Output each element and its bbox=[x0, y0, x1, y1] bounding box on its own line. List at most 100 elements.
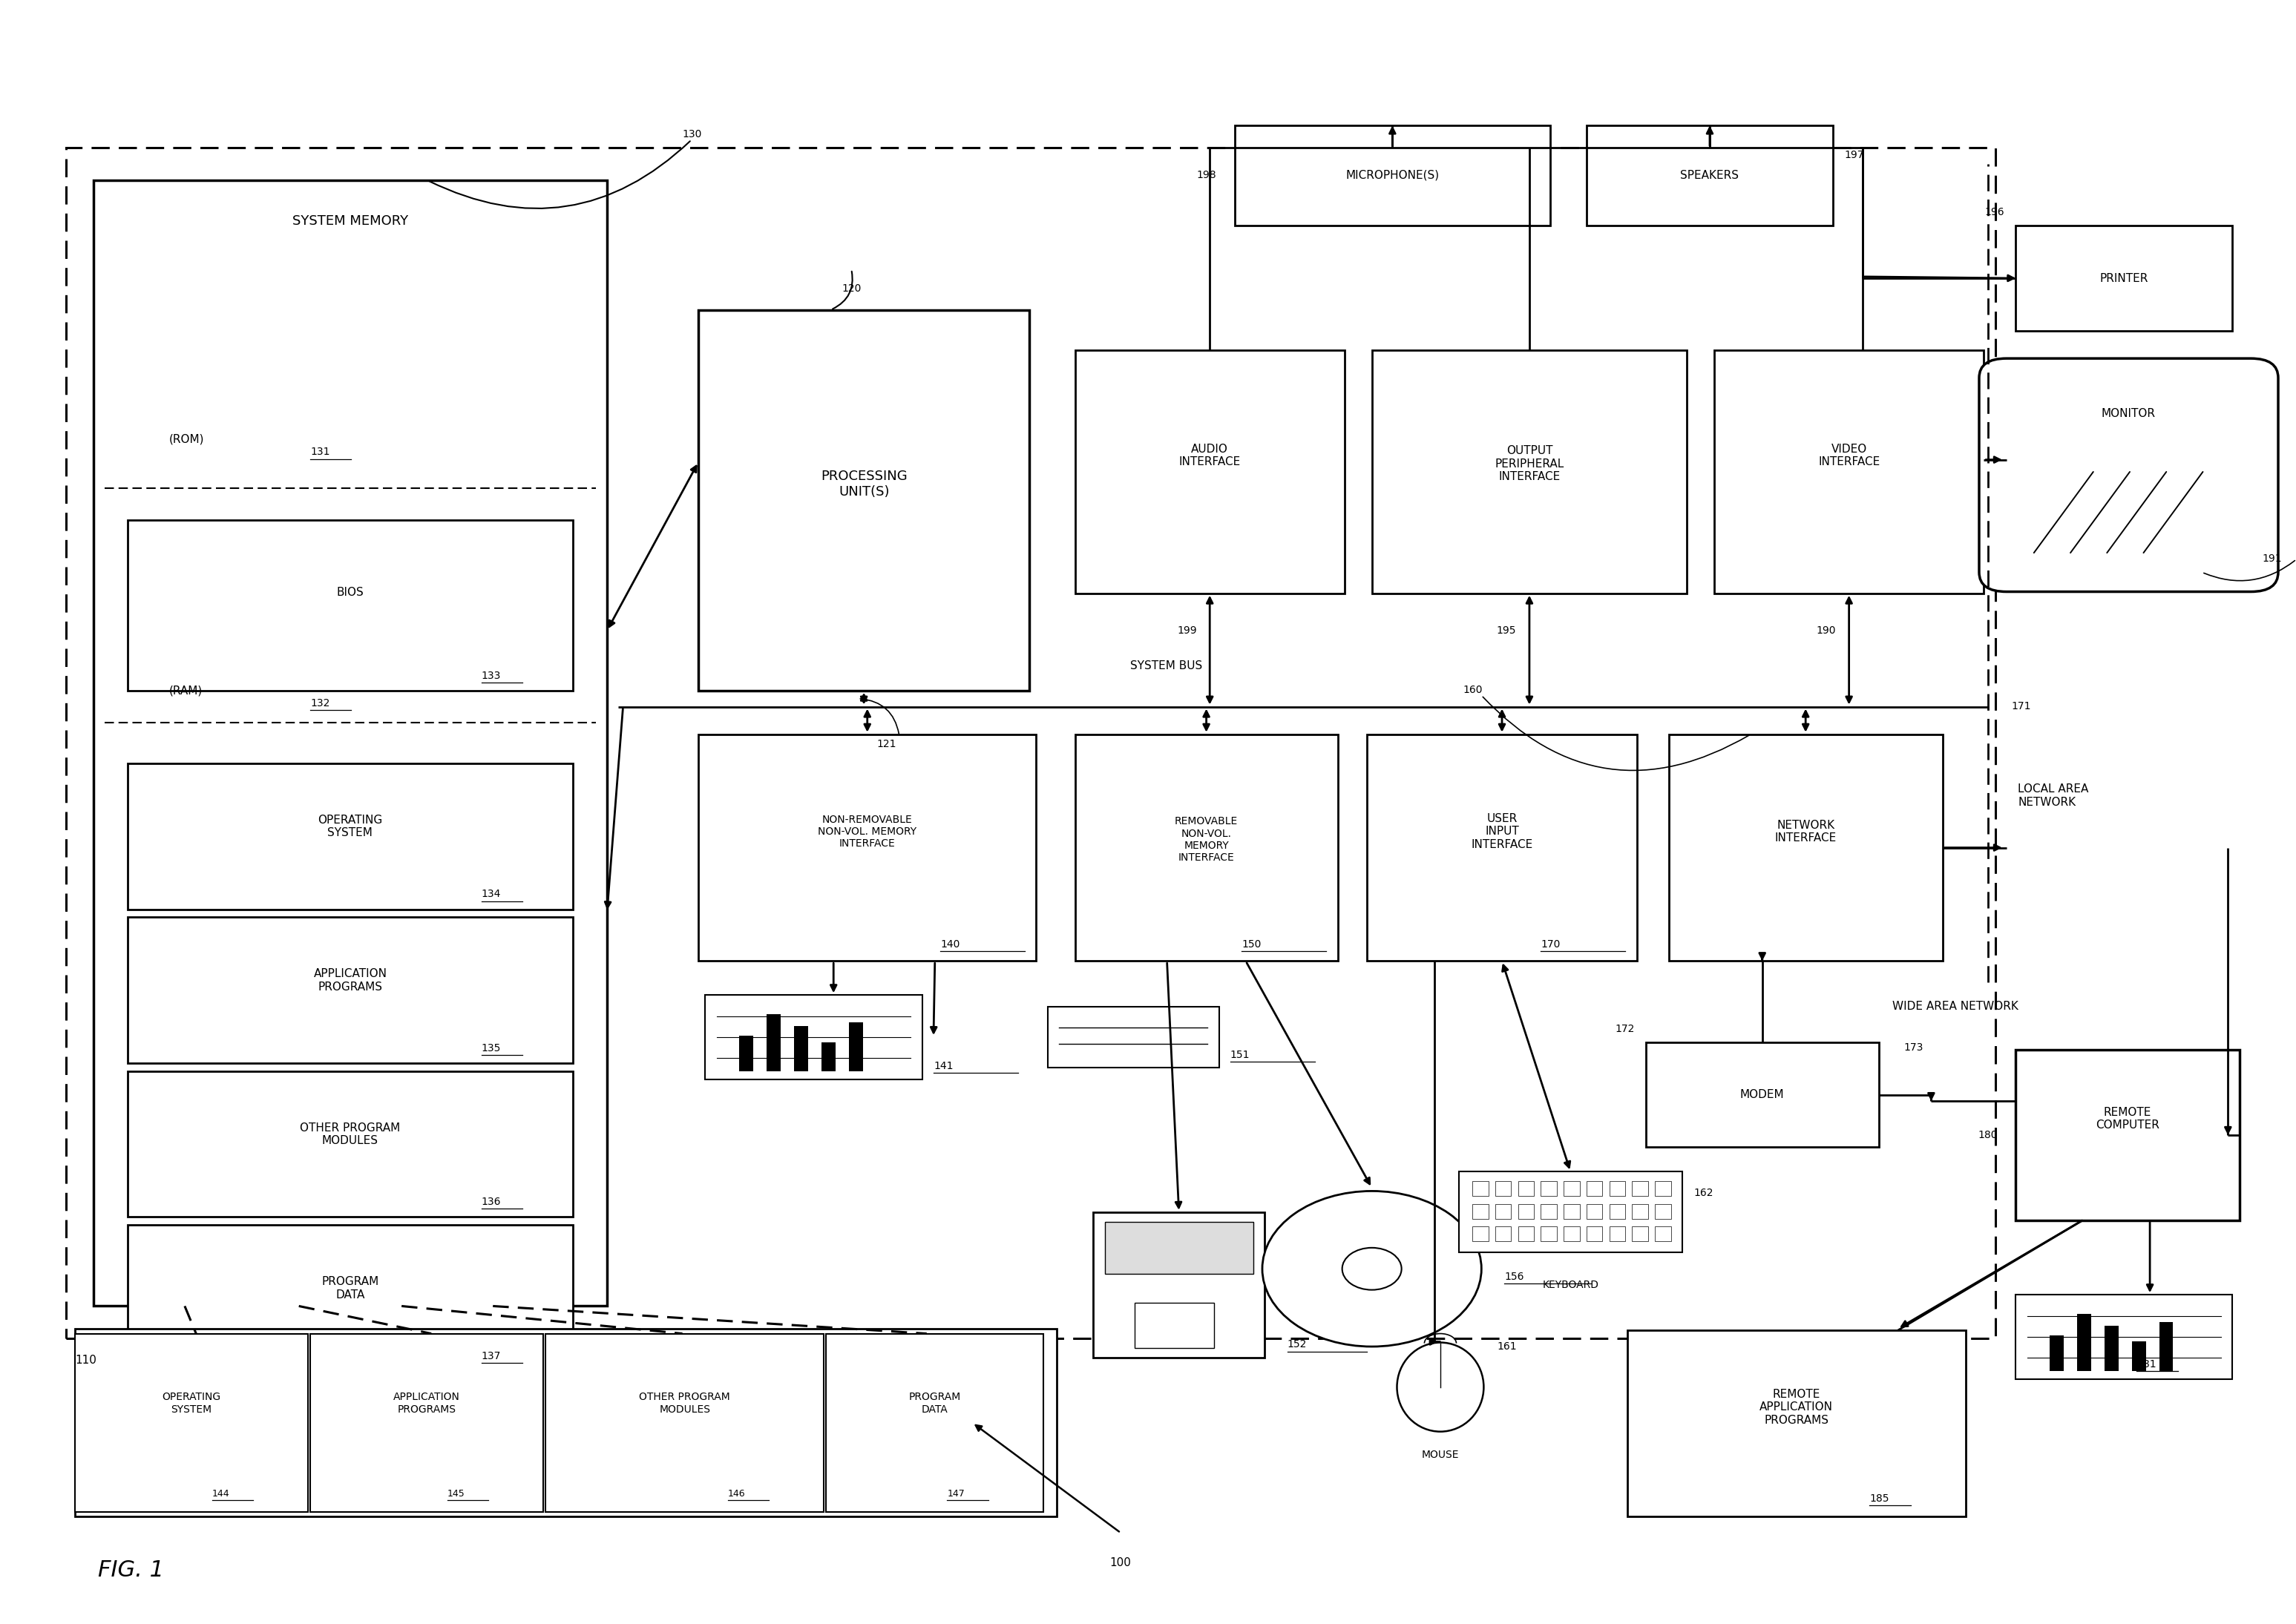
FancyBboxPatch shape bbox=[1458, 1171, 1683, 1252]
FancyBboxPatch shape bbox=[1518, 1203, 1534, 1218]
Bar bbox=[739, 1036, 753, 1072]
FancyBboxPatch shape bbox=[1541, 1203, 1557, 1218]
Text: REMOTE
COMPUTER: REMOTE COMPUTER bbox=[2096, 1108, 2158, 1130]
Bar bbox=[2133, 1341, 2147, 1371]
Text: PROGRAM
DATA: PROGRAM DATA bbox=[909, 1392, 960, 1415]
FancyBboxPatch shape bbox=[1979, 359, 2278, 591]
Text: OUTPUT
PERIPHERAL
INTERFACE: OUTPUT PERIPHERAL INTERFACE bbox=[1495, 445, 1564, 482]
FancyBboxPatch shape bbox=[94, 180, 606, 1306]
Circle shape bbox=[1343, 1247, 1401, 1289]
Bar bbox=[822, 1043, 836, 1072]
FancyBboxPatch shape bbox=[1632, 1226, 1649, 1241]
Text: LOCAL AREA
NETWORK: LOCAL AREA NETWORK bbox=[2018, 784, 2089, 807]
Text: 150: 150 bbox=[1242, 939, 1261, 950]
FancyBboxPatch shape bbox=[1655, 1226, 1671, 1241]
FancyBboxPatch shape bbox=[1609, 1181, 1626, 1195]
FancyBboxPatch shape bbox=[76, 1328, 1056, 1517]
Text: OTHER PROGRAM
MODULES: OTHER PROGRAM MODULES bbox=[301, 1122, 400, 1147]
Text: SYSTEM MEMORY: SYSTEM MEMORY bbox=[292, 214, 409, 227]
Text: 146: 146 bbox=[728, 1489, 746, 1499]
Circle shape bbox=[1263, 1190, 1481, 1346]
Text: VIDEO
INTERFACE: VIDEO INTERFACE bbox=[1818, 443, 1880, 468]
Text: 195: 195 bbox=[1497, 625, 1515, 637]
Text: REMOTE
APPLICATION
PROGRAMS: REMOTE APPLICATION PROGRAMS bbox=[1759, 1389, 1832, 1426]
Text: 120: 120 bbox=[843, 283, 861, 294]
Text: MICROPHONE(S): MICROPHONE(S) bbox=[1345, 171, 1440, 180]
FancyBboxPatch shape bbox=[1075, 734, 1339, 961]
FancyBboxPatch shape bbox=[546, 1333, 824, 1512]
FancyBboxPatch shape bbox=[1495, 1203, 1511, 1218]
FancyBboxPatch shape bbox=[698, 310, 1029, 690]
FancyBboxPatch shape bbox=[1632, 1181, 1649, 1195]
FancyBboxPatch shape bbox=[1495, 1181, 1511, 1195]
FancyBboxPatch shape bbox=[129, 763, 572, 909]
Text: 110: 110 bbox=[76, 1354, 96, 1366]
FancyBboxPatch shape bbox=[1632, 1203, 1649, 1218]
Text: 185: 185 bbox=[1869, 1494, 1890, 1504]
FancyBboxPatch shape bbox=[1093, 1212, 1265, 1358]
Text: APPLICATION
PROGRAMS: APPLICATION PROGRAMS bbox=[315, 968, 388, 992]
Text: 140: 140 bbox=[941, 939, 960, 950]
Text: SYSTEM BUS: SYSTEM BUS bbox=[1130, 661, 1203, 672]
Text: NON-REMOVABLE
NON-VOL. MEMORY
INTERFACE: NON-REMOVABLE NON-VOL. MEMORY INTERFACE bbox=[817, 814, 916, 849]
Text: OTHER PROGRAM
MODULES: OTHER PROGRAM MODULES bbox=[638, 1392, 730, 1415]
FancyBboxPatch shape bbox=[310, 1333, 544, 1512]
Bar bbox=[850, 1023, 863, 1072]
FancyBboxPatch shape bbox=[1518, 1181, 1534, 1195]
Text: 173: 173 bbox=[1903, 1043, 1924, 1052]
Ellipse shape bbox=[1396, 1343, 1483, 1432]
FancyBboxPatch shape bbox=[1368, 734, 1637, 961]
Bar bbox=[767, 1015, 781, 1072]
Text: KEYBOARD: KEYBOARD bbox=[1543, 1280, 1598, 1289]
FancyBboxPatch shape bbox=[1715, 351, 1984, 593]
Text: 191: 191 bbox=[2262, 554, 2282, 564]
FancyBboxPatch shape bbox=[1472, 1181, 1488, 1195]
FancyBboxPatch shape bbox=[698, 734, 1035, 961]
Text: OPERATING
SYSTEM: OPERATING SYSTEM bbox=[317, 815, 383, 838]
FancyBboxPatch shape bbox=[129, 1072, 572, 1216]
FancyBboxPatch shape bbox=[76, 1333, 308, 1512]
Text: AUDIO
INTERFACE: AUDIO INTERFACE bbox=[1178, 443, 1240, 468]
Text: PROCESSING
UNIT(S): PROCESSING UNIT(S) bbox=[820, 469, 907, 499]
Text: APPLICATION
PROGRAMS: APPLICATION PROGRAMS bbox=[393, 1392, 459, 1415]
Text: SPEAKERS: SPEAKERS bbox=[1681, 171, 1738, 180]
Text: 133: 133 bbox=[482, 671, 501, 680]
Text: 131: 131 bbox=[310, 447, 331, 458]
Bar bbox=[2078, 1314, 2092, 1371]
FancyBboxPatch shape bbox=[129, 1224, 572, 1371]
Text: FIG. 1: FIG. 1 bbox=[99, 1559, 163, 1580]
FancyBboxPatch shape bbox=[705, 996, 923, 1080]
Text: 172: 172 bbox=[1614, 1023, 1635, 1034]
Text: USER
INPUT
INTERFACE: USER INPUT INTERFACE bbox=[1472, 814, 1534, 849]
FancyBboxPatch shape bbox=[1609, 1203, 1626, 1218]
Text: WIDE AREA NETWORK: WIDE AREA NETWORK bbox=[1892, 1000, 2018, 1012]
Text: 135: 135 bbox=[482, 1043, 501, 1054]
FancyBboxPatch shape bbox=[1587, 125, 1832, 226]
Text: 145: 145 bbox=[448, 1489, 464, 1499]
FancyBboxPatch shape bbox=[1518, 1226, 1534, 1241]
Text: 162: 162 bbox=[1694, 1187, 1713, 1199]
FancyBboxPatch shape bbox=[1541, 1226, 1557, 1241]
Text: 121: 121 bbox=[877, 739, 895, 750]
FancyBboxPatch shape bbox=[1075, 351, 1345, 593]
FancyBboxPatch shape bbox=[1646, 1043, 1878, 1147]
FancyBboxPatch shape bbox=[1047, 1007, 1219, 1069]
Text: 134: 134 bbox=[482, 888, 501, 900]
FancyBboxPatch shape bbox=[1609, 1226, 1626, 1241]
Text: 137: 137 bbox=[482, 1351, 501, 1361]
Text: 198: 198 bbox=[1196, 171, 1217, 180]
Text: MODEM: MODEM bbox=[1740, 1090, 1784, 1099]
FancyBboxPatch shape bbox=[1628, 1330, 1965, 1517]
FancyBboxPatch shape bbox=[1541, 1181, 1557, 1195]
Text: 190: 190 bbox=[1816, 625, 1837, 637]
Bar bbox=[2050, 1335, 2064, 1371]
FancyBboxPatch shape bbox=[1235, 125, 1550, 226]
Text: OPERATING
SYSTEM: OPERATING SYSTEM bbox=[163, 1392, 220, 1415]
Text: BIOS: BIOS bbox=[338, 586, 363, 598]
FancyBboxPatch shape bbox=[1564, 1203, 1580, 1218]
Text: MONITOR: MONITOR bbox=[2101, 408, 2156, 419]
Text: 144: 144 bbox=[211, 1489, 230, 1499]
Text: 180: 180 bbox=[1977, 1130, 1998, 1140]
FancyBboxPatch shape bbox=[1134, 1302, 1215, 1348]
Text: 132: 132 bbox=[310, 698, 331, 708]
